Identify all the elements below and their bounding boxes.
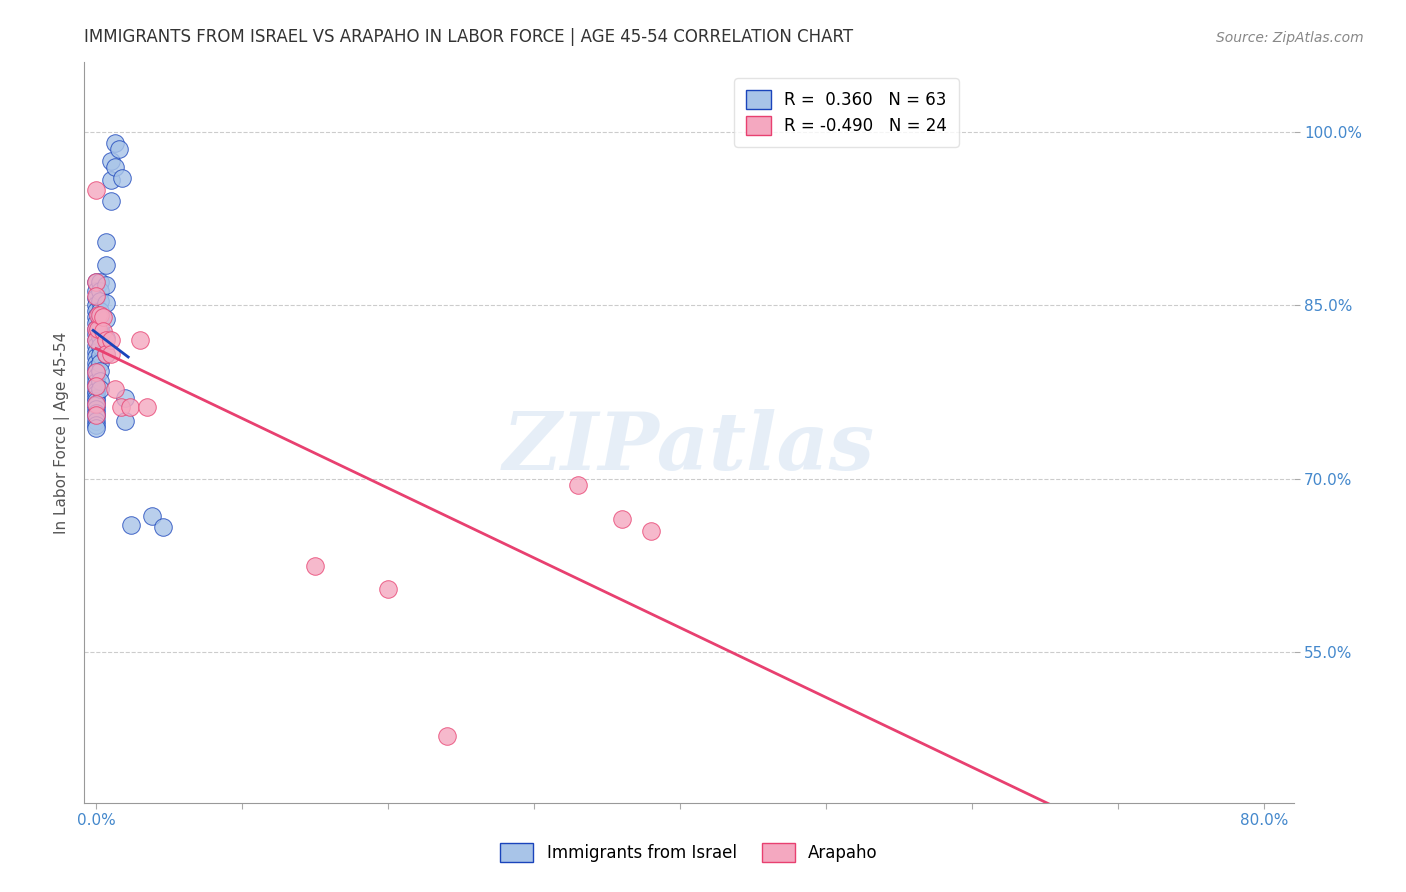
Point xyxy=(84,366,107,380)
Point xyxy=(84,285,107,299)
Point xyxy=(436,729,458,743)
Text: IMMIGRANTS FROM ISRAEL VS ARAPAHO IN LABOR FORCE | AGE 45-54 CORRELATION CHART: IMMIGRANTS FROM ISRAEL VS ARAPAHO IN LAB… xyxy=(84,28,853,45)
Point xyxy=(84,183,107,197)
Point xyxy=(84,289,107,303)
Point xyxy=(89,308,111,322)
Point xyxy=(110,400,132,414)
Point xyxy=(84,366,107,380)
Point xyxy=(84,275,107,289)
Point xyxy=(89,312,111,326)
Point xyxy=(84,384,107,398)
Point xyxy=(84,379,107,393)
Point xyxy=(100,347,122,361)
Legend: Immigrants from Israel, Arapaho: Immigrants from Israel, Arapaho xyxy=(494,836,884,869)
Point xyxy=(89,285,111,299)
Point xyxy=(84,351,107,365)
Text: Source: ZipAtlas.com: Source: ZipAtlas.com xyxy=(1216,31,1364,45)
Point xyxy=(118,400,141,414)
Point xyxy=(141,508,163,523)
Point xyxy=(89,339,111,353)
Point xyxy=(96,258,118,272)
Point xyxy=(84,417,107,432)
Point xyxy=(96,333,118,347)
Point xyxy=(84,409,107,424)
Point xyxy=(111,171,134,186)
Point xyxy=(84,356,107,370)
Point xyxy=(84,333,107,347)
Y-axis label: In Labor Force | Age 45-54: In Labor Force | Age 45-54 xyxy=(55,332,70,533)
Point xyxy=(84,327,107,342)
Point xyxy=(89,382,111,396)
Point xyxy=(610,512,633,526)
Point xyxy=(84,406,107,420)
Point xyxy=(84,333,107,347)
Point xyxy=(89,304,111,318)
Point xyxy=(89,364,111,378)
Point xyxy=(93,310,115,324)
Point xyxy=(100,333,122,347)
Point xyxy=(84,321,107,335)
Point xyxy=(86,308,108,322)
Point xyxy=(84,414,107,428)
Point xyxy=(89,374,111,388)
Point xyxy=(96,277,118,292)
Point xyxy=(84,402,107,417)
Point xyxy=(567,477,589,491)
Point xyxy=(114,414,136,428)
Point xyxy=(84,344,107,359)
Point xyxy=(89,293,111,308)
Point xyxy=(89,356,111,370)
Point xyxy=(100,173,122,187)
Point xyxy=(84,298,107,312)
Point xyxy=(100,194,122,209)
Point xyxy=(84,310,107,324)
Point xyxy=(108,142,131,156)
Point xyxy=(84,394,107,409)
Point xyxy=(96,235,118,249)
Point xyxy=(84,391,107,405)
Point xyxy=(128,333,150,347)
Point xyxy=(136,400,159,414)
Point xyxy=(93,324,115,338)
Point xyxy=(84,321,107,335)
Point xyxy=(84,339,107,353)
Point xyxy=(304,558,326,573)
Point xyxy=(377,582,399,596)
Point xyxy=(84,304,107,318)
Point xyxy=(84,370,107,384)
Point xyxy=(104,136,127,151)
Point xyxy=(84,398,107,412)
Point xyxy=(104,160,127,174)
Point xyxy=(114,391,136,405)
Point xyxy=(96,312,118,326)
Point xyxy=(89,329,111,343)
Point xyxy=(89,348,111,362)
Point xyxy=(84,275,107,289)
Text: ZIPatlas: ZIPatlas xyxy=(503,409,875,486)
Point xyxy=(120,518,142,533)
Point xyxy=(84,316,107,330)
Point xyxy=(84,360,107,375)
Point xyxy=(84,375,107,389)
Point xyxy=(84,421,107,435)
Point xyxy=(84,409,107,423)
Point xyxy=(100,153,122,168)
Point xyxy=(96,347,118,361)
Point xyxy=(84,379,107,393)
Point xyxy=(96,296,118,310)
Point xyxy=(89,275,111,289)
Point xyxy=(152,520,174,534)
Point xyxy=(96,331,118,345)
Point xyxy=(86,321,108,335)
Point xyxy=(84,387,107,401)
Point xyxy=(84,397,107,411)
Point xyxy=(84,292,107,306)
Point xyxy=(96,347,118,361)
Point xyxy=(89,321,111,335)
Point xyxy=(640,524,662,538)
Point xyxy=(104,382,127,396)
